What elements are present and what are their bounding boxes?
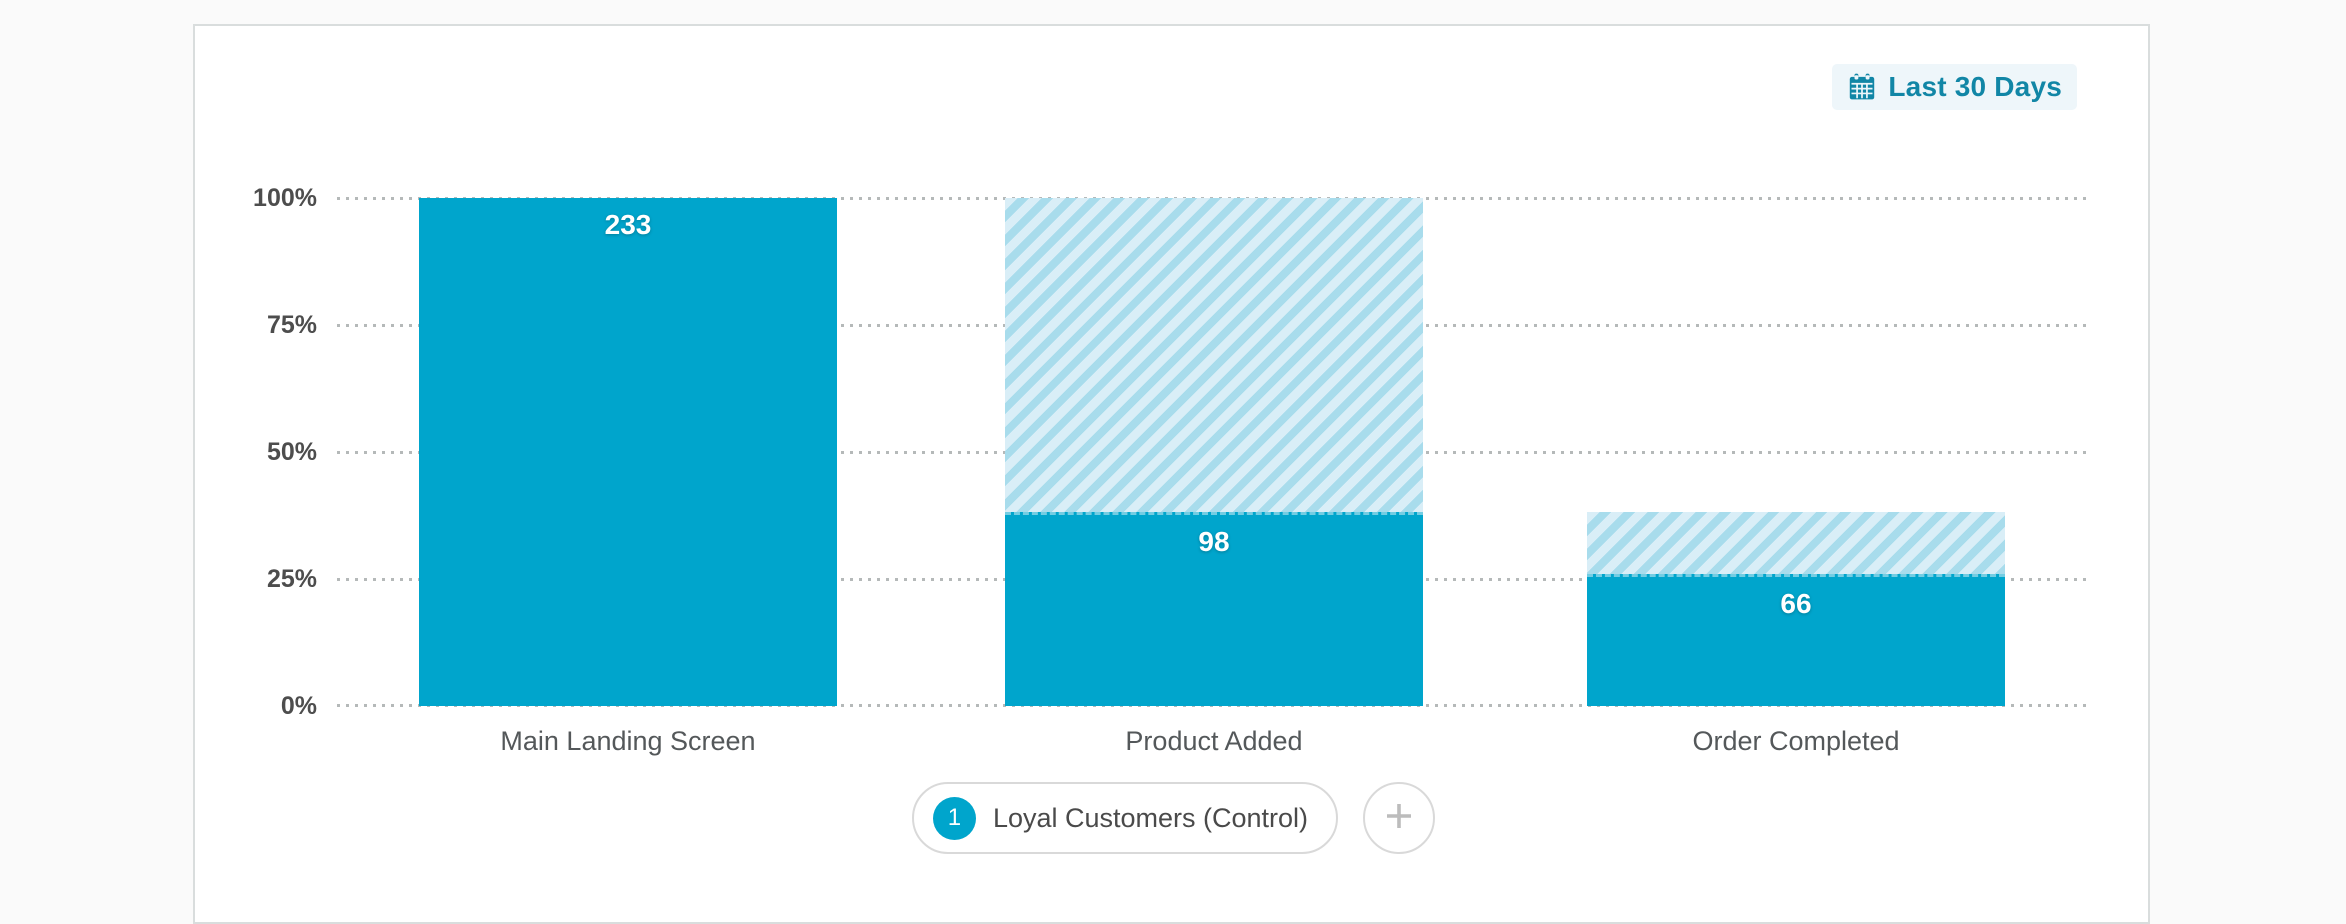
step-label-order-completed: Order Completed: [1692, 726, 1900, 756]
variation-name: Loyal Customers (Control): [992, 802, 1309, 833]
y-axis-tick-50: 50%: [266, 438, 317, 466]
results-panel: Last 30 Days 100% 75% 50% 25% 0% 233 98 …: [193, 24, 2150, 924]
conversion-fill: 66: [1587, 573, 2005, 706]
funnel-chart: 100% 75% 50% 25% 0% 233 98 66 Main Landi…: [253, 184, 2089, 756]
conversion-count: 233: [604, 209, 652, 240]
step-label-product-added: Product Added: [1125, 726, 1303, 756]
step-label-main-landing-screen: Main Landing Screen: [500, 726, 756, 756]
conversion-fill: 233: [419, 198, 837, 706]
funnel-bar-product-added[interactable]: 98: [1005, 198, 1423, 706]
legend: 1 Loyal Customers (Control): [195, 782, 2152, 854]
conversion-count: 66: [1780, 587, 1812, 619]
dropoff-hatch: [1587, 511, 2005, 574]
dropoff-hatch: [1005, 198, 1423, 512]
calendar-icon: [1847, 72, 1877, 102]
date-range-label: Last 30 Days: [1888, 71, 2062, 102]
y-axis-tick-25: 25%: [266, 565, 317, 593]
add-variation-button[interactable]: [1363, 782, 1436, 854]
conversion-count: 98: [1198, 525, 1230, 557]
y-axis-tick-0: 0%: [280, 692, 317, 720]
plus-icon: [1383, 800, 1415, 837]
funnel-bar-order-completed[interactable]: 66: [1587, 198, 2005, 706]
funnel-bar-main-landing-screen[interactable]: 233: [419, 198, 837, 706]
date-range-filter[interactable]: Last 30 Days: [1832, 64, 2077, 110]
y-axis-tick-75: 75%: [266, 311, 317, 339]
y-axis-tick-100: 100%: [253, 184, 317, 212]
conversion-fill: 98: [1005, 511, 1423, 706]
legend-variation-pill[interactable]: 1 Loyal Customers (Control): [911, 782, 1339, 854]
variation-number-badge: 1: [932, 796, 976, 840]
